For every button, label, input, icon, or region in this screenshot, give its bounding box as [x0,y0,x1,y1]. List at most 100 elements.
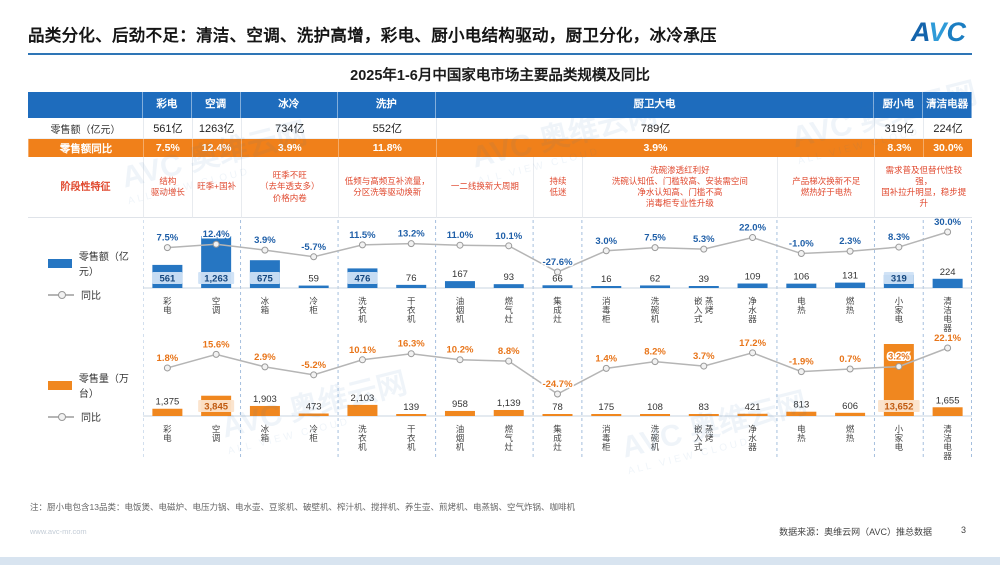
feature-cell: 旺季+国补 [191,157,241,218]
line-swatch-icon [48,412,74,421]
retail-volume-chart-block: 零售量（万台） 同比 1,375 3,845 1,903 473 2,103 139 958… [28,332,972,462]
avc-logo: AVC [911,19,972,46]
svg-text:燃气灶: 燃气灶 [504,296,513,324]
group-yoy-cell: 3.9% [240,139,339,157]
feature-cell: 持续 低迷 [533,157,582,218]
svg-text:3.2%: 3.2% [888,352,910,363]
group-header-cell: 厨小电 [874,92,924,118]
svg-text:冷柜: 冷柜 [309,424,318,443]
legend-item-line: 同比 [48,409,143,424]
svg-text:2.9%: 2.9% [254,352,276,363]
bar-swatch-icon [48,258,72,268]
retail-volume-legend: 零售量（万台） 同比 [28,332,143,462]
svg-text:洗衣机: 洗衣机 [358,296,367,324]
svg-text:167: 167 [452,269,468,280]
svg-text:1,263: 1,263 [204,274,228,285]
footnote: 注：厨小电包含13品类：电饭煲、电磁炉、电压力锅、电水壶、豆浆机、破壁机、榨汁机… [30,502,575,512]
svg-text:83: 83 [699,402,710,413]
table-header-corner [28,92,143,118]
svg-text:8.3%: 8.3% [888,232,910,243]
row-label-yoy: 零售额同比 [28,139,143,157]
svg-text:2,103: 2,103 [351,393,375,404]
feature-cell: 一二线换新大周期 [435,157,534,218]
bottom-strip [0,557,1000,565]
svg-text:131: 131 [842,271,858,282]
svg-text:175: 175 [598,402,614,413]
svg-text:78: 78 [552,402,563,413]
svg-text:消毒柜: 消毒柜 [602,424,611,452]
table-yoy-row: 零售额同比 7.5% 12.4% 3.9% 11.8% 3.9% 8.3% 30.0% [28,139,972,157]
svg-text:彩电: 彩电 [163,424,172,443]
svg-text:15.6%: 15.6% [203,339,230,350]
svg-text:-1.9%: -1.9% [789,357,814,368]
svg-text:净水器: 净水器 [748,296,757,324]
svg-text:561: 561 [159,274,176,285]
svg-text:17.2%: 17.2% [739,338,766,349]
svg-text:蒸烤: 蒸烤 [705,424,714,443]
svg-text:30.0%: 30.0% [934,218,961,228]
svg-text:1,903: 1,903 [253,394,277,405]
svg-text:1,375: 1,375 [155,397,179,408]
svg-text:59: 59 [308,274,319,285]
website-watermark: www.avc-mr.com [30,527,87,536]
svg-text:473: 473 [306,402,322,413]
svg-text:嵌入式: 嵌入式 [694,296,703,324]
svg-text:10.2%: 10.2% [447,345,474,356]
svg-text:224: 224 [940,267,956,278]
svg-text:蒸烤: 蒸烤 [705,296,714,315]
retail-value-legend: 零售额（亿元） 同比 [28,218,143,332]
svg-text:109: 109 [745,272,761,283]
svg-text:5.3%: 5.3% [693,234,715,245]
svg-text:2.3%: 2.3% [839,236,861,247]
svg-text:清洁电器: 清洁电器 [943,296,952,332]
svg-text:电热: 电热 [797,296,806,315]
svg-text:冰箱: 冰箱 [261,296,270,315]
chart-title: 2025年1-6月中国家电市场主要品类规模及同比 [350,68,650,84]
svg-text:8.2%: 8.2% [644,347,666,358]
svg-text:10.1%: 10.1% [349,345,376,356]
svg-text:22.0%: 22.0% [739,223,766,234]
svg-text:3.0%: 3.0% [595,236,617,247]
svg-text:7.5%: 7.5% [157,233,179,244]
svg-text:电热: 电热 [797,424,806,443]
svg-text:冰箱: 冰箱 [261,424,270,443]
svg-text:燃热: 燃热 [846,296,855,315]
bar-swatch-icon [48,380,72,390]
svg-text:3.7%: 3.7% [693,351,715,362]
svg-text:洗碗机: 洗碗机 [651,424,660,452]
svg-text:嵌入式: 嵌入式 [694,424,703,452]
svg-text:0.7%: 0.7% [839,354,861,365]
feature-cell: 低频与高频互补流量， 分区洗等驱动焕新 [338,157,436,218]
svg-text:-5.7%: -5.7% [301,242,326,253]
svg-text:1.4%: 1.4% [595,353,617,364]
svg-text:燃气灶: 燃气灶 [504,424,513,452]
group-value-cell: 789亿 [435,118,875,139]
svg-text:油烟机: 油烟机 [456,296,465,324]
legend-line-label: 同比 [81,413,101,424]
svg-text:476: 476 [355,274,371,285]
svg-text:小家电: 小家电 [895,296,904,324]
svg-text:洗碗机: 洗碗机 [651,296,660,324]
svg-text:-5.2%: -5.2% [301,360,326,371]
svg-text:干衣机: 干衣机 [407,424,416,452]
svg-text:小家电: 小家电 [895,424,904,452]
feature-cell: 需求普及但替代性较强， 国补拉升明显，稳步提升 [874,157,972,218]
retail-volume-chart: 1,375 3,845 1,903 473 2,103 139 958 1,139 78 175 1… [143,332,972,462]
svg-text:1,655: 1,655 [936,395,960,406]
svg-text:16.3%: 16.3% [398,339,425,350]
group-yoy-cell: 30.0% [923,139,972,157]
retail-value-chart-block: 零售额（亿元） 同比 561 1,263 675 59 476 76 167 93 66 16 62… [28,218,972,332]
svg-text:675: 675 [257,274,274,285]
svg-text:7.5%: 7.5% [644,233,666,244]
data-source: 数据来源：奥维云网（AVC）推总数据 [779,527,932,537]
table-features-row: 阶段性特征 结构 驱动增长 旺季+国补 旺季不旺 （去年透支多） 价格内卷 低频与高频… [28,157,972,218]
legend-item-bar: 零售额（亿元） [48,248,143,278]
svg-text:108: 108 [647,402,663,413]
group-value-cell: 561亿 [143,118,192,139]
svg-text:冷柜: 冷柜 [309,296,318,315]
svg-text:39: 39 [699,274,710,285]
svg-text:76: 76 [406,273,417,284]
svg-text:集成灶: 集成灶 [553,424,562,452]
group-header-cell: 厨卫大电 [435,92,875,118]
